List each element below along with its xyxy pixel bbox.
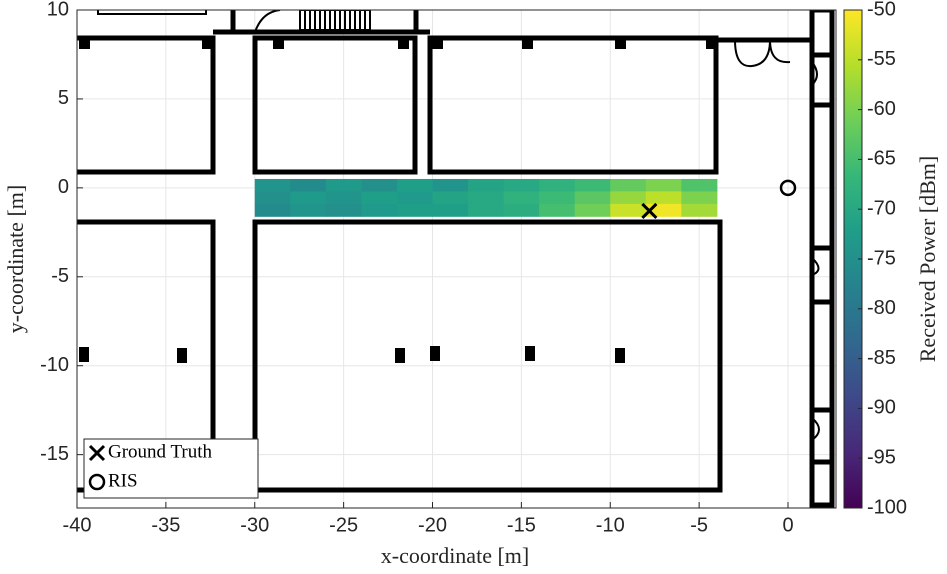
y-tick-label: 10 <box>47 0 69 20</box>
x-tick-label: -30 <box>240 514 269 536</box>
heatmap-cell <box>539 191 576 205</box>
colorbar-tick-label: -60 <box>867 98 896 120</box>
heatmap-cell <box>396 191 434 205</box>
marker-stroke <box>641 202 658 220</box>
colorbar-tick-label: -80 <box>867 297 896 319</box>
y-tick-label: -10 <box>40 354 69 376</box>
heatmap-cell <box>610 203 647 217</box>
heatmap-cell <box>681 203 718 217</box>
legend: Ground Truth RIS <box>83 438 259 499</box>
x-tick-label: -10 <box>596 514 625 536</box>
y-tick-label: 0 <box>58 176 69 198</box>
marker-o <box>88 473 106 491</box>
heatmap-cell <box>468 203 505 217</box>
heatmap-cell <box>254 191 291 205</box>
marker-o <box>779 179 797 197</box>
colorbar-tick-label: -65 <box>867 148 896 170</box>
markers <box>641 179 797 220</box>
colorbar-tick-label: -55 <box>867 48 896 70</box>
heatmap-cell <box>254 178 291 192</box>
heatmap-cell <box>325 203 362 217</box>
marker-x <box>641 202 658 220</box>
axes-box <box>76 9 837 509</box>
heatmap-cell <box>681 191 718 205</box>
x-tick-label: -15 <box>507 514 536 536</box>
heatmap-cell <box>610 191 647 205</box>
y-axis-label: y-coordinate [m] <box>3 185 28 333</box>
ticks: -40 -35 -30 -25 -20 -15 -10 -5 0 -15 -10 -5 0 5 10 <box>40 0 793 536</box>
heatmap-cell <box>396 178 434 192</box>
heatmap-cell <box>361 203 398 217</box>
colorbar: -100 -95 -90 -85 -80 -75 -70 -65 -60 -55 -50 <box>843 0 907 518</box>
legend-box <box>83 438 259 499</box>
heatmap-cell <box>432 191 469 205</box>
heatmap-cell <box>503 178 540 192</box>
heatmap-cell <box>290 203 327 217</box>
x-tick-label: 0 <box>782 514 793 536</box>
y-tick-label: -5 <box>51 265 69 287</box>
heatmap-cell <box>325 178 362 192</box>
heatmap-cell <box>681 178 718 192</box>
heatmap-cell <box>503 203 540 217</box>
heatmap-cell <box>503 191 540 205</box>
colorbar-tick-label: -100 <box>867 496 907 518</box>
heatmap-cell <box>574 191 611 205</box>
x-axis-label: x-coordinate [m] <box>381 543 529 568</box>
legend-label: RIS <box>108 470 138 491</box>
plot-area <box>77 10 836 508</box>
heatmap-cell <box>290 178 327 192</box>
legend-label: Ground Truth <box>108 441 212 462</box>
heatmap-cell <box>290 191 327 205</box>
heatmap-cell <box>361 191 398 205</box>
marker-x <box>88 444 106 462</box>
heatmap-cell <box>432 203 469 217</box>
heatmap-cell <box>468 191 505 205</box>
y-tick-label: -15 <box>40 443 69 465</box>
colorbar-tick-label: -70 <box>867 197 896 219</box>
heatmap-cell <box>468 178 505 192</box>
heatmap-cell <box>645 191 682 205</box>
x-tick-label: -20 <box>418 514 447 536</box>
heatmap-cell <box>610 178 647 192</box>
x-tick-label: -5 <box>690 514 708 536</box>
heatmap <box>254 178 718 217</box>
colorbar-tick-label: -90 <box>867 397 896 419</box>
x-tick-label: -40 <box>63 514 92 536</box>
heatmap-cell <box>574 203 611 217</box>
heatmap-cell <box>432 178 469 192</box>
heatmap-cell <box>325 191 362 205</box>
floor-plan <box>77 10 835 508</box>
heatmap-cell <box>645 178 682 192</box>
heatmap-cell <box>361 178 398 192</box>
x-tick-label: -35 <box>151 514 180 536</box>
colorbar-tick-label: -75 <box>867 247 896 269</box>
heatmap-cell <box>254 203 291 217</box>
colorbar-tick-label: -50 <box>867 0 896 20</box>
heatmap-cell <box>396 203 434 217</box>
x-tick-label: -25 <box>329 514 358 536</box>
heatmap-cell <box>539 178 576 192</box>
colorbar-tick-label: -95 <box>867 446 896 468</box>
heatmap-cell <box>539 203 576 217</box>
y-tick-label: 5 <box>58 87 69 109</box>
marker-stroke <box>88 444 106 462</box>
colorbar-tick-label: -85 <box>867 347 896 369</box>
heatmap-cell <box>574 178 611 192</box>
colorbar-label: Received Power [dBm] <box>915 156 940 363</box>
